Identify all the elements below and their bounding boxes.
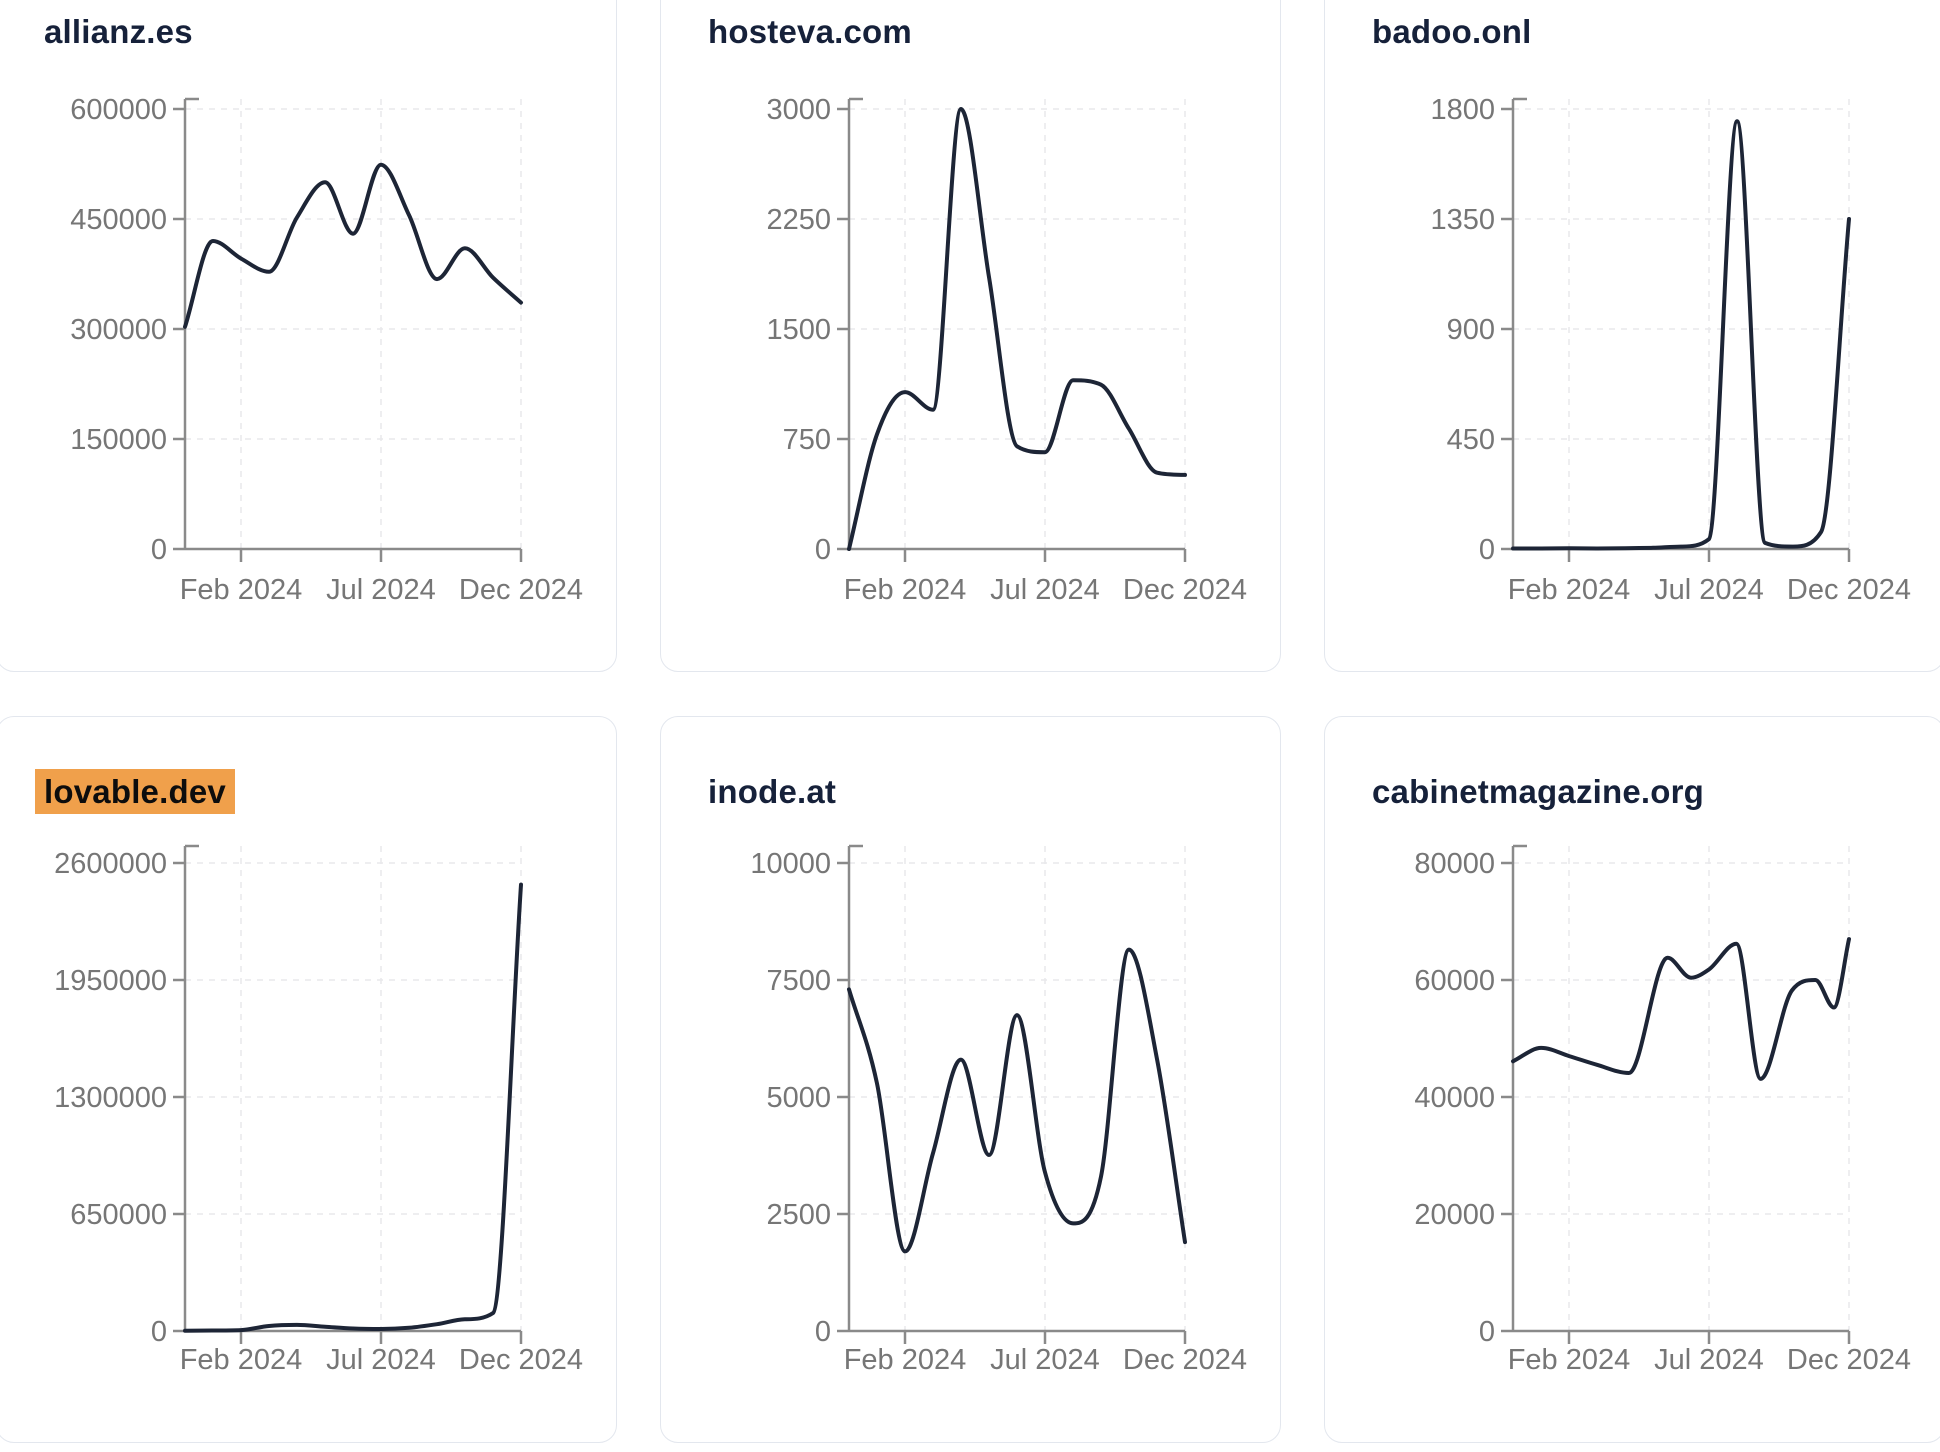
tick-labels: 0 20000 40000 60000 80000 Feb 2024 Jul 2024 Dec… xyxy=(1414,848,1911,1376)
x-tick-label: Dec 2024 xyxy=(459,574,583,606)
x-tick-label: Dec 2024 xyxy=(1123,1344,1247,1376)
chart-title[interactable]: lovable.dev xyxy=(35,769,235,814)
chart-title-row: lovable.dev xyxy=(35,769,235,814)
y-tick-label: 0 xyxy=(1479,534,1495,566)
x-tick-label: Jul 2024 xyxy=(1654,574,1764,606)
tick-labels: 0 450 900 1350 1800 Feb 2024 Jul 2024 Dec 2024 xyxy=(1430,94,1911,606)
chart-card-allianz-es: allianz.es 0 150000 300000 450000 600000 Feb … xyxy=(0,0,617,672)
axes xyxy=(1501,844,1851,1344)
tick-labels: 0 150000 300000 450000 600000 Feb 2024 Jul 202… xyxy=(70,94,583,606)
line-chart-hosteva-com[interactable]: 0 750 1500 2250 3000 Feb 2024 Jul 2024 Dec 2024 xyxy=(661,0,1282,673)
line-chart-cabinetmagazine-org[interactable]: 0 20000 40000 60000 80000 Feb 2024 Jul 2024 Dec… xyxy=(1325,717,1940,1444)
axes xyxy=(1501,97,1851,562)
grid-lines xyxy=(1513,99,1850,549)
y-tick-label: 7500 xyxy=(766,965,831,997)
y-tick-label: 5000 xyxy=(766,1082,831,1114)
x-tick-label: Feb 2024 xyxy=(844,574,967,606)
y-tick-label: 40000 xyxy=(1414,1082,1495,1114)
chart-card-lovable-dev: lovable.dev 0 650000 1300000 1950000 2600000… xyxy=(0,716,617,1443)
x-tick-label: Feb 2024 xyxy=(844,1344,967,1376)
y-tick-label: 1500 xyxy=(766,314,831,346)
axes xyxy=(837,844,1187,1344)
series-line xyxy=(1511,119,1851,551)
chart-title[interactable]: allianz.es xyxy=(44,13,193,50)
axes xyxy=(173,844,523,1344)
y-tick-label: 150000 xyxy=(70,424,167,456)
x-tick-label: Dec 2024 xyxy=(1787,574,1911,606)
chart-card-inode-at: inode.at 0 2500 5000 7500 10000 Feb 2024 Jul 2… xyxy=(660,716,1281,1443)
y-tick-label: 300000 xyxy=(70,314,167,346)
y-tick-label: 1950000 xyxy=(54,965,167,997)
line-chart-allianz-es[interactable]: 0 150000 300000 450000 600000 Feb 2024 Jul 202… xyxy=(0,0,618,673)
y-tick-label: 80000 xyxy=(1414,848,1495,880)
chart-title-row: hosteva.com xyxy=(699,13,921,51)
chart-card-cabinetmagazine-org: cabinetmagazine.org 0 20000 40000 60000 8000… xyxy=(1324,716,1940,1443)
y-tick-label: 0 xyxy=(151,1316,167,1348)
x-tick-label: Jul 2024 xyxy=(326,574,436,606)
series-line xyxy=(183,162,523,329)
x-tick-label: Jul 2024 xyxy=(990,1344,1100,1376)
series-line xyxy=(847,107,1187,551)
y-tick-label: 450 xyxy=(1447,424,1495,456)
y-tick-label: 2250 xyxy=(766,204,831,236)
y-tick-label: 1300000 xyxy=(54,1082,167,1114)
line-chart-badoo-onl[interactable]: 0 450 900 1350 1800 Feb 2024 Jul 2024 Dec 2024 xyxy=(1325,0,1940,673)
chart-title-row: cabinetmagazine.org xyxy=(1363,773,1713,811)
y-tick-label: 600000 xyxy=(70,94,167,126)
chart-title[interactable]: inode.at xyxy=(708,773,837,810)
tick-labels: 0 2500 5000 7500 10000 Feb 2024 Jul 2024 Dec 20… xyxy=(750,848,1247,1376)
y-tick-label: 900 xyxy=(1447,314,1495,346)
y-tick-label: 750 xyxy=(783,424,831,456)
x-tick-label: Feb 2024 xyxy=(1508,1344,1631,1376)
y-tick-label: 0 xyxy=(815,534,831,566)
chart-title-row: allianz.es xyxy=(35,13,202,51)
x-tick-label: Feb 2024 xyxy=(180,1344,303,1376)
x-tick-label: Dec 2024 xyxy=(1787,1344,1911,1376)
y-tick-label: 1800 xyxy=(1430,94,1495,126)
y-tick-label: 2600000 xyxy=(54,848,167,880)
x-tick-label: Feb 2024 xyxy=(180,574,303,606)
line-chart-lovable-dev[interactable]: 0 650000 1300000 1950000 2600000 Feb 2024 Jul … xyxy=(0,717,618,1444)
y-tick-label: 0 xyxy=(1479,1316,1495,1348)
y-tick-label: 0 xyxy=(815,1316,831,1348)
y-tick-label: 450000 xyxy=(70,204,167,236)
axes xyxy=(837,97,1187,562)
series-line xyxy=(183,882,523,1333)
grid-lines xyxy=(185,846,522,1331)
x-tick-label: Jul 2024 xyxy=(326,1344,436,1376)
series-line xyxy=(1511,937,1851,1081)
chart-title[interactable]: hosteva.com xyxy=(708,13,912,50)
line-chart-inode-at[interactable]: 0 2500 5000 7500 10000 Feb 2024 Jul 2024 Dec 20… xyxy=(661,717,1282,1444)
chart-title[interactable]: cabinetmagazine.org xyxy=(1372,773,1705,810)
grid-lines xyxy=(1513,846,1850,1331)
y-tick-label: 60000 xyxy=(1414,965,1495,997)
chart-title-row: badoo.onl xyxy=(1363,13,1540,51)
x-tick-label: Dec 2024 xyxy=(1123,574,1247,606)
series-line xyxy=(847,947,1187,1254)
axes xyxy=(173,97,523,562)
grid-lines xyxy=(849,846,1186,1331)
chart-title-row: inode.at xyxy=(699,773,845,811)
y-tick-label: 2500 xyxy=(766,1199,831,1231)
y-tick-label: 1350 xyxy=(1430,204,1495,236)
x-tick-label: Feb 2024 xyxy=(1508,574,1631,606)
y-tick-label: 0 xyxy=(151,534,167,566)
y-tick-label: 3000 xyxy=(766,94,831,126)
y-tick-label: 20000 xyxy=(1414,1199,1495,1231)
tick-labels: 0 650000 1300000 1950000 2600000 Feb 2024 Jul … xyxy=(54,848,583,1376)
x-tick-label: Jul 2024 xyxy=(990,574,1100,606)
chart-card-hosteva-com: hosteva.com 0 750 1500 2250 3000 Feb 2024 Jul … xyxy=(660,0,1281,672)
x-tick-label: Dec 2024 xyxy=(459,1344,583,1376)
chart-card-badoo-onl: badoo.onl 0 450 900 1350 1800 Feb 2024 Jul 202… xyxy=(1324,0,1940,672)
tick-labels: 0 750 1500 2250 3000 Feb 2024 Jul 2024 Dec 2024 xyxy=(766,94,1247,606)
y-tick-label: 650000 xyxy=(70,1199,167,1231)
x-tick-label: Jul 2024 xyxy=(1654,1344,1764,1376)
y-tick-label: 10000 xyxy=(750,848,831,880)
grid-lines xyxy=(849,99,1186,549)
chart-title[interactable]: badoo.onl xyxy=(1372,13,1532,50)
grid-lines xyxy=(185,99,522,549)
